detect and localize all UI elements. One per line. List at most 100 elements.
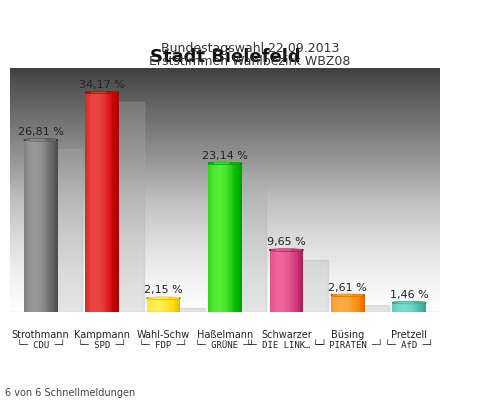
Bar (283, 250, 284, 312)
Text: Pretzell: Pretzell (392, 330, 428, 340)
Text: 1,46 %: 1,46 % (390, 290, 428, 300)
Ellipse shape (332, 295, 363, 296)
Text: Büsing: Büsing (331, 330, 364, 340)
Text: 6 von 6 Schnellmeldungen: 6 von 6 Schnellmeldungen (5, 388, 135, 398)
Bar (224, 164, 225, 312)
Bar (416, 303, 418, 312)
Bar (94, 92, 96, 312)
Polygon shape (356, 305, 390, 322)
Bar (343, 295, 344, 312)
Ellipse shape (146, 298, 180, 299)
Text: Erststimmen Wahlbezirk WBZ08: Erststimmen Wahlbezirk WBZ08 (150, 55, 350, 68)
Bar (44, 140, 46, 312)
Bar (288, 250, 290, 312)
Bar (222, 164, 224, 312)
Bar (150, 298, 152, 312)
Ellipse shape (26, 139, 56, 140)
Bar (116, 92, 117, 312)
Polygon shape (294, 260, 328, 322)
Bar (208, 164, 210, 312)
Bar (40, 140, 42, 312)
Bar (401, 303, 402, 312)
Bar (26, 140, 27, 312)
Bar (87, 92, 88, 312)
Bar (398, 303, 399, 312)
Bar (284, 250, 286, 312)
Bar (296, 250, 298, 312)
Text: Strothmann: Strothmann (12, 330, 70, 340)
Bar (282, 250, 283, 312)
Bar (271, 250, 273, 312)
Bar (158, 298, 160, 312)
Bar (104, 92, 106, 312)
Bar (88, 92, 90, 312)
Bar (331, 295, 332, 312)
Bar (210, 164, 212, 312)
Bar (118, 92, 119, 312)
Bar (399, 303, 401, 312)
Bar (278, 250, 280, 312)
Bar (42, 140, 44, 312)
Bar (109, 92, 110, 312)
Bar (238, 164, 240, 312)
Bar (353, 295, 354, 312)
Bar (300, 250, 302, 312)
Bar (179, 298, 180, 312)
Ellipse shape (337, 295, 352, 296)
Bar (360, 295, 362, 312)
Text: Schwarzer: Schwarzer (261, 330, 312, 340)
Bar (56, 140, 58, 312)
Bar (54, 140, 56, 312)
Bar (225, 164, 226, 312)
Ellipse shape (210, 163, 240, 164)
Ellipse shape (214, 163, 229, 164)
Polygon shape (110, 102, 144, 322)
Bar (51, 140, 52, 312)
Bar (174, 298, 176, 312)
Polygon shape (171, 308, 205, 322)
Bar (160, 298, 162, 312)
Text: └─ PIRATEN ─┘: └─ PIRATEN ─┘ (313, 341, 383, 350)
Bar (293, 250, 295, 312)
Bar (96, 92, 97, 312)
Title: Stadt Bielefeld: Stadt Bielefeld (150, 48, 300, 66)
Bar (302, 250, 304, 312)
Bar (92, 92, 94, 312)
Bar (170, 298, 172, 312)
Bar (155, 298, 157, 312)
Text: 2,15 %: 2,15 % (144, 286, 183, 296)
Bar (418, 303, 420, 312)
Bar (99, 92, 100, 312)
Bar (420, 303, 421, 312)
Text: └─ FDP ─┘: └─ FDP ─┘ (140, 341, 188, 350)
Bar (273, 250, 274, 312)
Bar (332, 295, 334, 312)
Bar (29, 140, 30, 312)
Text: 34,17 %: 34,17 % (79, 80, 125, 90)
Bar (363, 295, 364, 312)
Bar (213, 164, 215, 312)
Bar (424, 303, 426, 312)
Bar (97, 92, 99, 312)
Bar (107, 92, 109, 312)
Bar (235, 164, 237, 312)
Bar (290, 250, 292, 312)
Bar (292, 250, 293, 312)
Bar (230, 164, 232, 312)
Bar (351, 295, 353, 312)
Ellipse shape (91, 92, 106, 93)
Bar (52, 140, 54, 312)
Bar (362, 295, 363, 312)
Bar (114, 92, 116, 312)
Ellipse shape (270, 249, 304, 251)
Bar (34, 140, 35, 312)
Bar (164, 298, 166, 312)
Bar (402, 303, 404, 312)
Bar (280, 250, 281, 312)
Bar (157, 298, 158, 312)
Bar (46, 140, 48, 312)
Bar (348, 295, 350, 312)
Ellipse shape (85, 92, 119, 93)
Bar (346, 295, 348, 312)
Bar (228, 164, 230, 312)
